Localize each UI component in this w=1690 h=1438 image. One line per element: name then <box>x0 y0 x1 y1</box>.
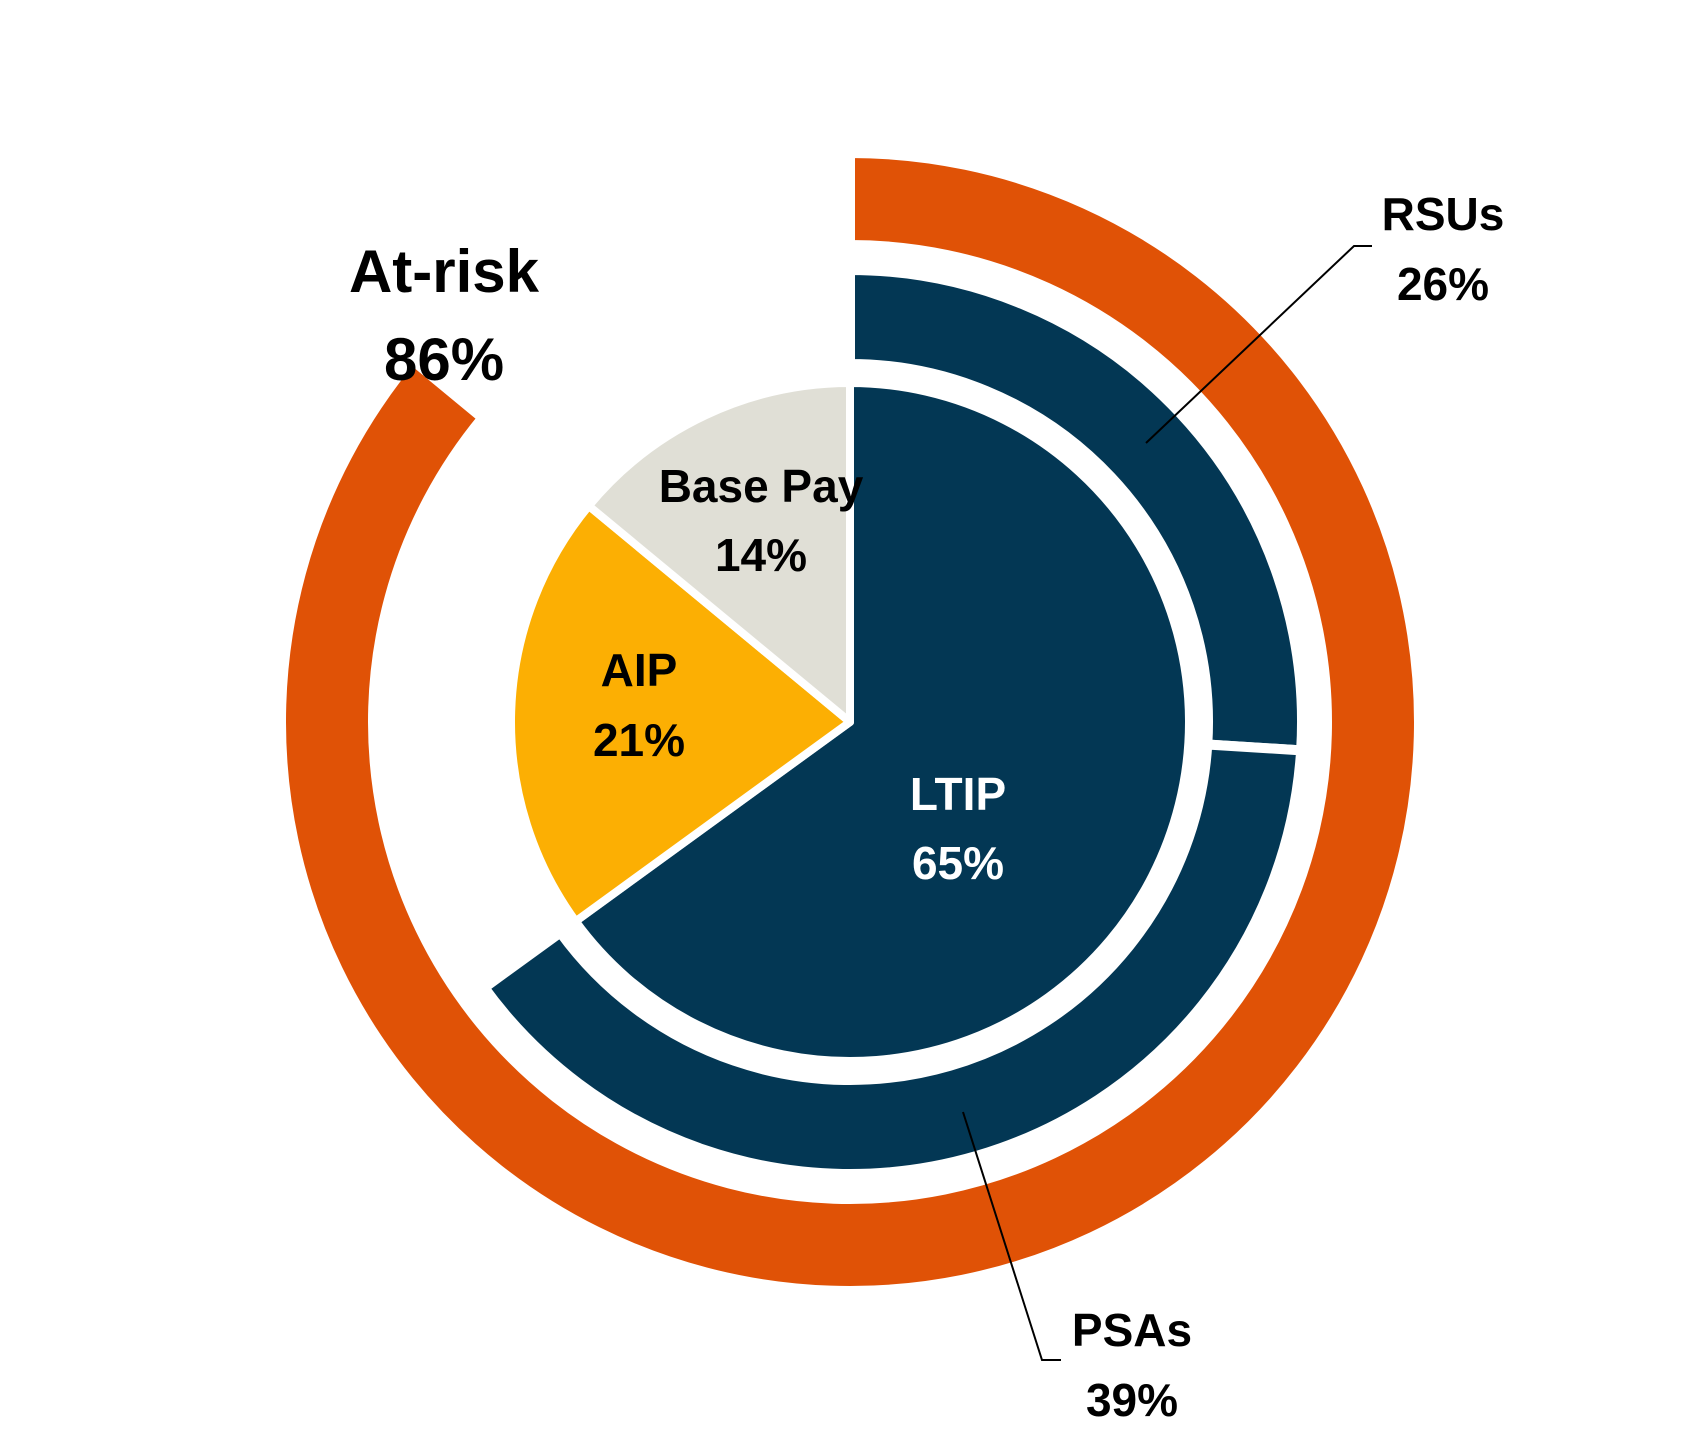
middle-slice-psas <box>479 739 1307 1179</box>
label-ltip: LTIP <box>910 768 1006 820</box>
label-base-pay: Base Pay <box>659 460 864 512</box>
value-psas: 39% <box>1086 1374 1178 1426</box>
inner-slice-ltip <box>571 379 1193 1065</box>
outer-slice-at-risk <box>276 148 1424 1296</box>
label-psas: PSAs <box>1072 1304 1192 1356</box>
inner-slice-aip <box>507 501 854 926</box>
inner-slice-base-pay <box>584 379 854 726</box>
value-ltip: 65% <box>912 837 1004 889</box>
psas-leader-line <box>962 1111 1061 1361</box>
label-aip: AIP <box>601 644 678 696</box>
rsus-leader-line <box>1145 245 1372 444</box>
value-base-pay: 14% <box>715 529 807 581</box>
value-at-risk: 86% <box>384 326 504 393</box>
value-rsus: 26% <box>1397 258 1489 310</box>
value-aip: 21% <box>593 714 685 766</box>
label-rsus: RSUs <box>1382 188 1505 240</box>
label-at-risk: At-risk <box>349 238 540 305</box>
